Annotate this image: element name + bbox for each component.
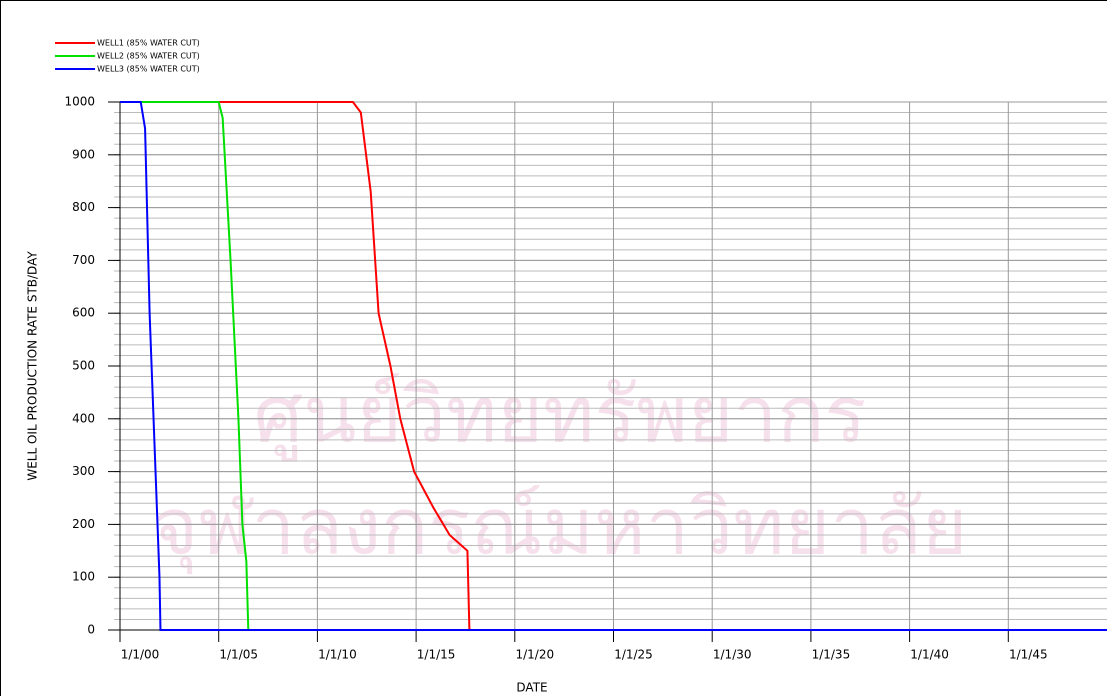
- watermark: ศูนย์วิทยทรัพยากร: [254, 370, 867, 461]
- y-tick-label: 1000: [64, 95, 95, 109]
- x-tick-label: 1/1/40: [910, 648, 949, 662]
- y-tick-label: 200: [72, 517, 95, 531]
- watermark: จุฬาลงกรณ์มหาวิทยาลัย: [152, 482, 967, 574]
- x-tick-label: 1/1/10: [318, 648, 357, 662]
- legend-label: WELL1 (85% WATER CUT): [97, 39, 200, 48]
- x-tick-label: 1/1/00: [121, 648, 160, 662]
- x-tick-label: 1/1/30: [713, 648, 752, 662]
- y-tick-label: 800: [72, 200, 95, 214]
- y-tick-label: 700: [72, 253, 95, 267]
- y-tick-label: 300: [72, 464, 95, 478]
- x-tick-label: 1/1/15: [417, 648, 456, 662]
- x-tick-label: 1/1/20: [515, 648, 554, 662]
- y-tick-label: 0: [87, 623, 95, 637]
- chart: ศูนย์วิทยทรัพยากรจุฬาลงกรณ์มหาวิทยาลัย D…: [0, 0, 1107, 696]
- frame: [1, 1, 1107, 696]
- y-tick-label: 100: [72, 570, 95, 584]
- x-tick-label: 1/1/25: [614, 648, 653, 662]
- y-axis-label: WELL OIL PRODUCTION RATE STB/DAY: [26, 251, 40, 481]
- y-tick-label: 600: [72, 306, 95, 320]
- x-axis-label: DATE: [516, 681, 547, 695]
- x-tick-label: 1/1/45: [1009, 648, 1048, 662]
- legend-label: WELL3 (85% WATER CUT): [97, 65, 200, 74]
- y-tick-label: 500: [72, 359, 95, 373]
- x-tick-label: 1/1/35: [812, 648, 851, 662]
- y-tick-label: 900: [72, 147, 95, 161]
- legend-label: WELL2 (85% WATER CUT): [97, 52, 200, 61]
- x-tick-label: 1/1/05: [219, 648, 258, 662]
- y-tick-label: 400: [72, 411, 95, 425]
